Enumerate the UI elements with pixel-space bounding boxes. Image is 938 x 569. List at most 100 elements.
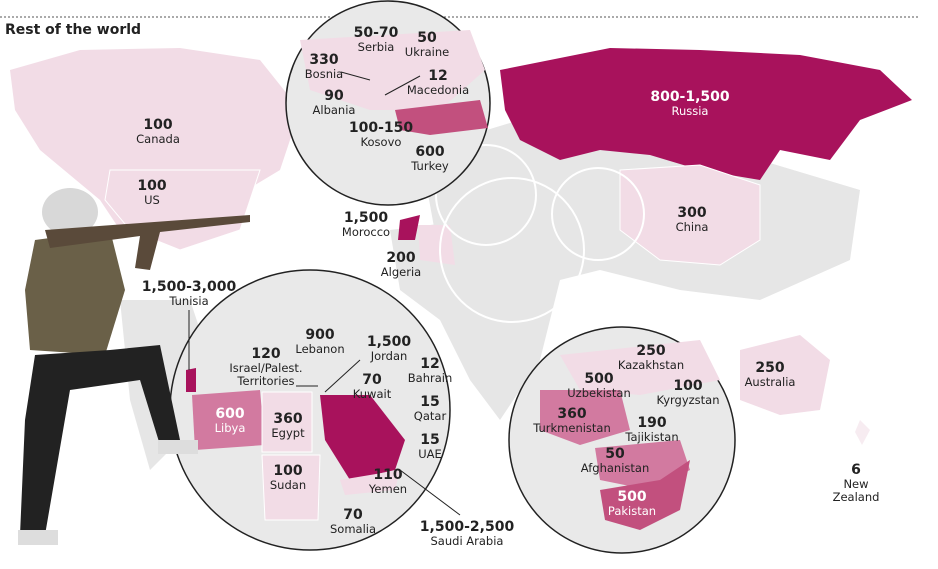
- title: Rest of the world: [5, 22, 142, 38]
- count: 500: [617, 489, 647, 505]
- morocco: [398, 215, 420, 240]
- count: 200: [386, 250, 416, 266]
- count: 15: [420, 394, 440, 410]
- count: 12: [420, 356, 440, 372]
- australia: [740, 335, 830, 415]
- country-label: 50-70 Serbia: [354, 25, 399, 54]
- country-label: 50 Ukraine: [405, 30, 449, 59]
- country-name: Qatar: [413, 409, 447, 424]
- count: 90: [324, 88, 344, 104]
- fighter-image: [18, 188, 250, 545]
- country-name: Bosnia: [304, 67, 344, 82]
- country-label: 1,500 Jordan: [367, 334, 411, 363]
- yemen: [340, 470, 400, 495]
- count: 800-1,500: [650, 89, 730, 105]
- country-name: Morocco: [341, 225, 391, 240]
- country-name: Israel/Palest. Territories: [229, 361, 303, 389]
- country-name: Kyrgyzstan: [656, 393, 720, 408]
- country-label: 600 Libya: [215, 406, 246, 435]
- country-name: Saudi Arabia: [430, 534, 504, 549]
- country-name: Australia: [744, 375, 796, 390]
- country-label: 120 Israel/Palest. Territories: [226, 346, 306, 389]
- country-label: 360 Egypt: [271, 411, 304, 440]
- count: 15: [420, 432, 440, 448]
- country-label: 90 Albania: [313, 88, 356, 117]
- leader-lines: [188, 71, 461, 516]
- country-name: Sudan: [269, 478, 307, 493]
- zoom-circle: [435, 144, 537, 246]
- country-name: Bahrain: [407, 371, 453, 386]
- country-label: 900 Lebanon: [295, 327, 344, 356]
- country-name: Albania: [312, 103, 356, 118]
- country-name: Algeria: [380, 265, 422, 280]
- country-name: Macedonia: [406, 83, 470, 98]
- count: 190: [637, 415, 667, 431]
- saudi-arabia: [320, 395, 405, 480]
- country-name: US: [144, 193, 160, 208]
- libya: [192, 390, 265, 450]
- country-name: Kuwait: [352, 387, 392, 402]
- country-name: Ukraine: [404, 45, 450, 60]
- country-label: 330 Bosnia: [305, 52, 343, 81]
- country-label: 360 Turkmenistan: [533, 406, 611, 435]
- us: [104, 169, 261, 251]
- zoom-circle: [439, 177, 585, 323]
- count: 50: [417, 30, 437, 46]
- pakistan: [600, 460, 690, 530]
- china: [619, 164, 761, 266]
- country-name: Egypt: [271, 426, 305, 441]
- country-label: 1,500 Morocco: [342, 210, 390, 239]
- country-name: China: [675, 220, 709, 235]
- count: 360: [273, 411, 303, 427]
- count: 100: [673, 378, 703, 394]
- count: 500: [584, 371, 614, 387]
- country-label: 100 Canada: [136, 117, 180, 146]
- country-label: 12 Macedonia: [407, 68, 469, 97]
- count: 50-70: [353, 25, 399, 41]
- count: 360: [557, 406, 587, 422]
- russia: [500, 48, 912, 180]
- sudan: [261, 454, 321, 521]
- count: 6: [851, 462, 861, 478]
- count: 100: [137, 178, 167, 194]
- country-label: 110 Yemen: [369, 467, 407, 496]
- count: 300: [677, 205, 707, 221]
- count: 110: [373, 467, 403, 483]
- count: 50: [605, 446, 625, 462]
- count: 250: [636, 343, 666, 359]
- africa: [390, 220, 560, 420]
- country-name: Somalia: [329, 522, 377, 537]
- country-label: 600 Turkey: [411, 144, 448, 173]
- country-name: Serbia: [357, 40, 395, 55]
- zoom-circle: [551, 167, 645, 261]
- country-name: Kosovo: [360, 135, 402, 150]
- country-name: Afghanistan: [580, 461, 650, 476]
- count: 330: [309, 52, 339, 68]
- count: 600: [215, 406, 245, 422]
- country-name: UAE: [418, 447, 442, 462]
- turkmenistan: [540, 390, 630, 445]
- country-name: New Zealand: [832, 477, 880, 505]
- country-label: 800-1,500 Russia: [650, 89, 729, 118]
- country-name: Tajikistan: [625, 430, 679, 445]
- count: 120: [251, 346, 281, 362]
- count: 70: [362, 372, 382, 388]
- country-label: 190 Tajikistan: [625, 415, 678, 444]
- country-label: 70 Kuwait: [353, 372, 391, 401]
- country-label: 250 Kazakhstan: [618, 343, 684, 372]
- country-label: 100 Sudan: [270, 463, 306, 492]
- count: 250: [755, 360, 785, 376]
- count: 100: [273, 463, 303, 479]
- country-label: 100-150 Kosovo: [349, 120, 413, 149]
- country-name: Yemen: [368, 482, 408, 497]
- count: 1,500: [343, 210, 389, 226]
- count: 70: [343, 507, 363, 523]
- country-name: Pakistan: [607, 504, 657, 519]
- country-name: Libya: [214, 421, 246, 436]
- count: 1,500-2,500: [419, 519, 515, 535]
- country-label: 6 New Zealand: [831, 462, 881, 505]
- country-name: Canada: [136, 132, 180, 147]
- country-label: 15 Qatar: [414, 394, 446, 423]
